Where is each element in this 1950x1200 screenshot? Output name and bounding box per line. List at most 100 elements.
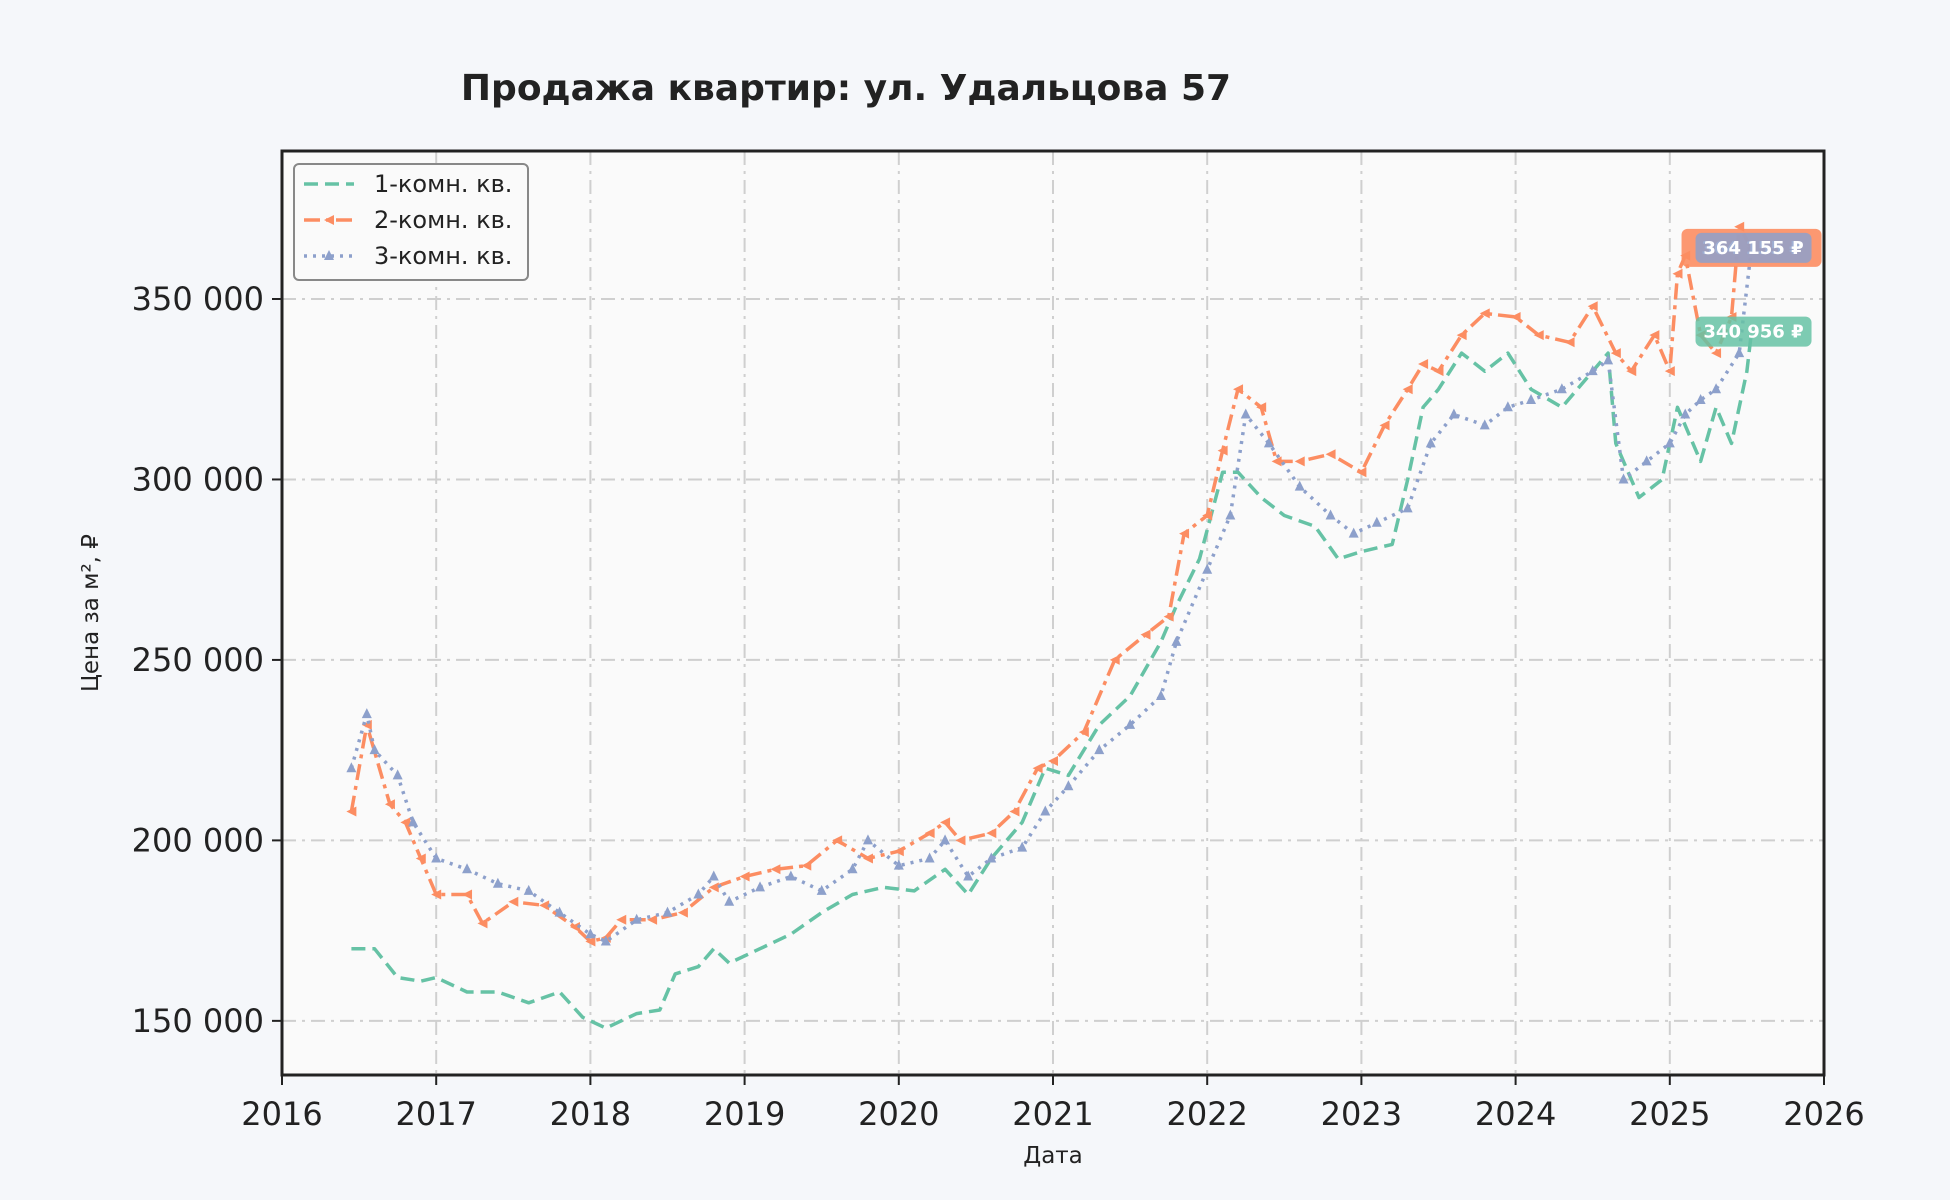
data-point (431, 889, 442, 900)
x-axis-label: Дата (1023, 1143, 1083, 1169)
y-tick-label: 200 000 (132, 821, 264, 859)
value-badge-label: 364 155 ₽ (1703, 238, 1803, 259)
data-point (1094, 744, 1105, 755)
y-axis-label: Цена за м², ₽ (78, 534, 104, 692)
x-tick-label: 2024 (1475, 1095, 1556, 1133)
data-point (1456, 330, 1467, 341)
data-point (1233, 384, 1244, 395)
x-tick-label: 2020 (858, 1095, 939, 1133)
data-point (569, 922, 580, 933)
data-point (1510, 312, 1521, 323)
axis-ticks: 2016 2017 2018 2019 2020 2021 2022 2023 2024 2025… (132, 280, 1865, 1133)
data-point (893, 846, 904, 857)
data-point (1155, 690, 1166, 701)
data-point (1271, 456, 1282, 467)
data-point (1479, 419, 1490, 430)
data-point (1032, 763, 1043, 774)
data-point (785, 870, 796, 881)
data-point (1533, 330, 1544, 341)
data-point (1325, 449, 1336, 460)
legend-label-2: 2-комн. кв. (374, 206, 512, 234)
legend-label-1: 1-комн. кв. (374, 170, 512, 198)
data-point (1379, 420, 1390, 431)
data-point (1017, 841, 1028, 852)
data-point (1263, 437, 1274, 448)
value-badge-bg (1695, 316, 1812, 347)
data-point (1356, 467, 1367, 478)
data-point (1225, 509, 1236, 520)
data-point (1402, 384, 1413, 395)
data-point (1587, 365, 1598, 376)
data-point (1680, 408, 1691, 419)
data-point (893, 859, 904, 870)
data-point (1063, 780, 1074, 791)
data-point (1348, 527, 1359, 538)
data-point (693, 888, 704, 899)
data-point (770, 864, 781, 875)
data-point (462, 863, 473, 874)
data-point (346, 806, 357, 817)
data-point (1672, 268, 1683, 279)
x-tick-label: 2026 (1783, 1095, 1864, 1133)
data-point (1502, 401, 1513, 412)
data-point (1664, 437, 1675, 448)
data-point (801, 860, 812, 871)
data-point (539, 900, 550, 911)
data-point (508, 896, 519, 907)
x-tick-label: 2021 (1012, 1095, 1093, 1133)
data-point (1125, 718, 1136, 729)
data-point (346, 762, 357, 773)
data-point (361, 708, 372, 719)
data-point (600, 935, 611, 946)
data-point (1626, 366, 1637, 377)
data-point (1448, 408, 1459, 419)
data-point (963, 870, 974, 881)
data-point (847, 863, 858, 874)
data-point (986, 852, 997, 863)
chart-title: Продажа квартир: ул. Удальцова 57 (461, 68, 1231, 109)
data-point (1294, 480, 1305, 491)
data-point (1371, 516, 1382, 527)
data-point (677, 907, 688, 918)
data-point (1556, 383, 1567, 394)
legend-marker (324, 215, 334, 225)
data-point (1641, 455, 1652, 466)
data-point (832, 835, 843, 846)
x-tick-label: 2023 (1321, 1095, 1402, 1133)
data-point (708, 870, 719, 881)
value-badge-bg (1695, 232, 1812, 263)
data-point (1734, 347, 1745, 358)
data-point (1040, 805, 1051, 816)
data-point (1240, 408, 1251, 419)
value-badge: 364 155 ₽ (1695, 232, 1812, 263)
data-point (431, 852, 442, 863)
data-point (940, 817, 951, 828)
data-point (392, 769, 403, 780)
data-point (554, 906, 565, 917)
data-point (1171, 635, 1182, 646)
data-point (415, 853, 426, 864)
legend: 1-комн. кв. 2-комн. кв. 3-комн. кв. (293, 163, 529, 281)
data-point (755, 881, 766, 892)
data-point (862, 834, 873, 845)
data-point (955, 835, 966, 846)
data-point (1402, 502, 1413, 513)
data-point (940, 834, 951, 845)
data-point (662, 906, 673, 917)
data-point (492, 877, 503, 888)
legend-label-3: 3-комн. кв. (374, 242, 512, 270)
data-point (1256, 402, 1267, 413)
data-point (862, 853, 873, 864)
x-tick-label: 2019 (704, 1095, 785, 1133)
data-point (1526, 394, 1537, 405)
x-tick-label: 2025 (1629, 1095, 1710, 1133)
data-point (369, 744, 380, 755)
annotation-layer: 364 155 ₽364 155 ₽340 956 ₽ (1681, 228, 1822, 347)
data-point (647, 914, 658, 925)
legend-box (293, 163, 529, 281)
data-point (523, 884, 534, 895)
data-point (1425, 437, 1436, 448)
data-point (408, 816, 419, 827)
